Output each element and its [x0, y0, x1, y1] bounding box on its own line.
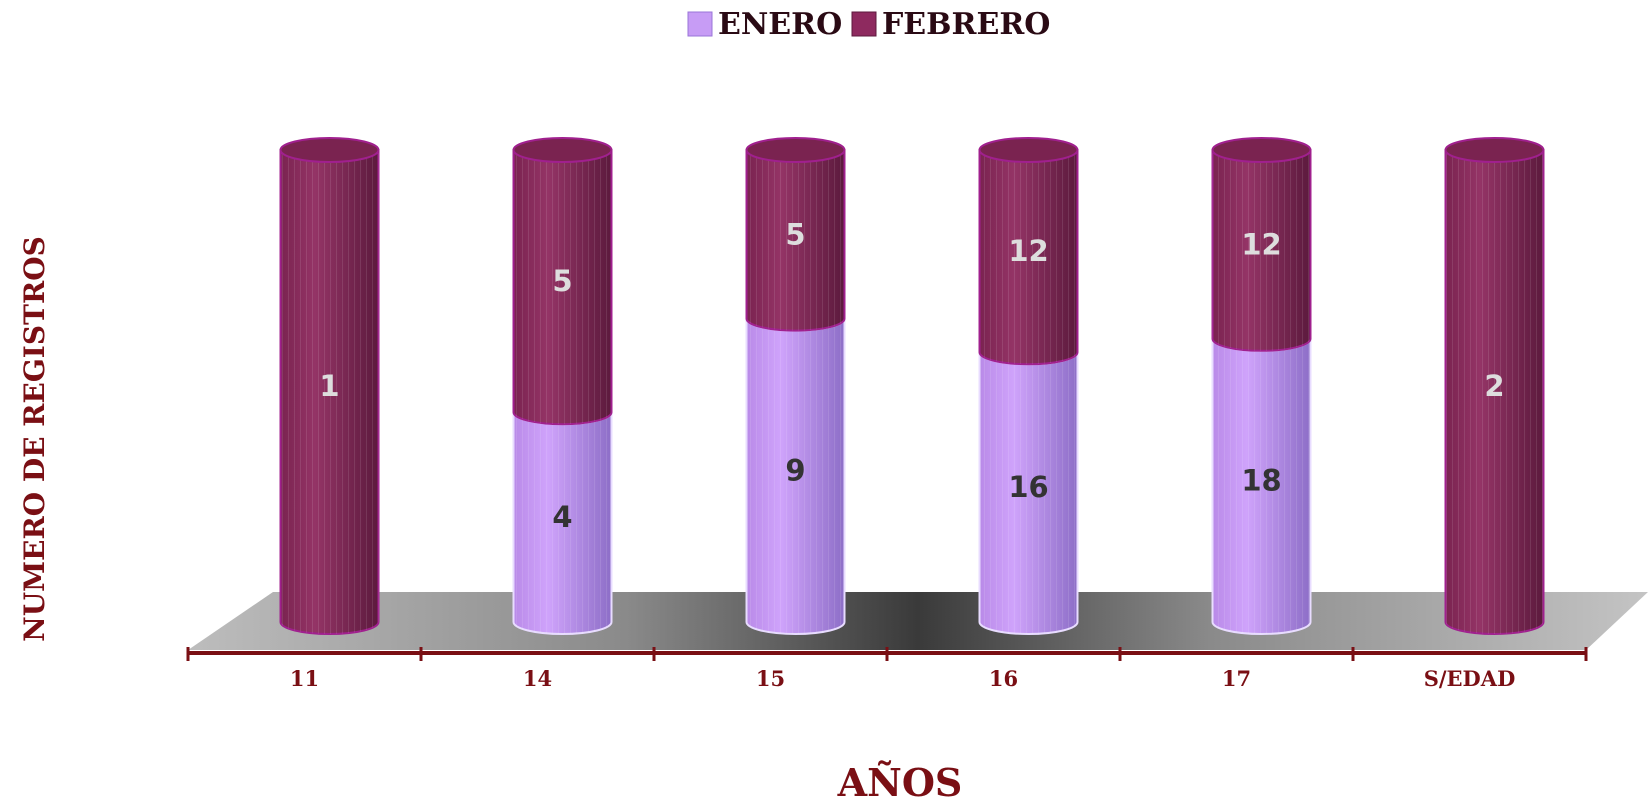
bar-group-s-edad: 2: [1444, 137, 1545, 635]
bar-top-cap: [1444, 137, 1545, 163]
data-label-febrero-15: 5: [785, 217, 805, 251]
x-tick-label-s-edad: S/EDAD: [1424, 666, 1516, 691]
data-label-enero-16: 16: [1008, 470, 1048, 504]
data-label-enero-17: 18: [1241, 463, 1281, 497]
x-tick-label-15: 15: [756, 666, 785, 691]
legend-swatch-enero: [687, 11, 713, 37]
legend: ENERO FEBRERO: [687, 7, 1050, 42]
bar-febrero-texture: [979, 150, 1078, 365]
x-tick-label-17: 17: [1222, 666, 1251, 691]
bar-febrero-texture: [1445, 150, 1544, 634]
bar-group-11: 1: [279, 137, 380, 635]
bar-enero-texture: [1212, 338, 1311, 634]
bar-febrero-texture: [1212, 150, 1311, 351]
data-label-enero-15: 9: [785, 453, 805, 487]
y-axis-title: NUMERO DE REGISTROS: [18, 236, 51, 642]
data-label-febrero-17: 12: [1241, 227, 1281, 261]
bar-enero-texture: [513, 412, 612, 634]
data-label-enero-14: 4: [552, 500, 572, 534]
x-axis-tick-labels: 11 14 15 16 17 S/EDAD: [290, 666, 1515, 691]
x-axis-ticks: [186, 647, 1588, 661]
bar-enero-texture: [979, 352, 1078, 634]
bar-top-cap: [279, 137, 380, 163]
data-label-febrero-16: 12: [1008, 234, 1048, 268]
bar-group-15: 95: [745, 137, 846, 635]
data-label-febrero-11: 1: [319, 369, 339, 403]
legend-label-enero: ENERO: [718, 7, 842, 42]
bar-group-14: 45: [512, 137, 613, 635]
bar-enero-texture: [746, 318, 845, 634]
bar-febrero-texture: [746, 150, 845, 331]
x-tick-label-14: 14: [523, 666, 552, 691]
x-tick-label-16: 16: [989, 666, 1018, 691]
bar-febrero-texture: [513, 150, 612, 425]
legend-swatch-febrero: [851, 11, 877, 37]
bar-top-cap: [512, 137, 613, 163]
bar-top-cap: [978, 137, 1079, 163]
data-label-febrero-14: 5: [552, 264, 572, 298]
bar-top-cap: [745, 137, 846, 163]
legend-label-febrero: FEBRERO: [882, 7, 1050, 42]
x-axis-title: AÑOS: [837, 760, 963, 801]
x-axis: 11 14 15 16 17 S/EDAD: [186, 647, 1588, 691]
x-tick-label-11: 11: [290, 666, 319, 691]
data-label-febrero-s-edad: 2: [1484, 369, 1504, 403]
bar-top-cap: [1211, 137, 1312, 163]
chart-floor: [188, 592, 1648, 650]
bar-febrero-texture: [280, 150, 379, 634]
